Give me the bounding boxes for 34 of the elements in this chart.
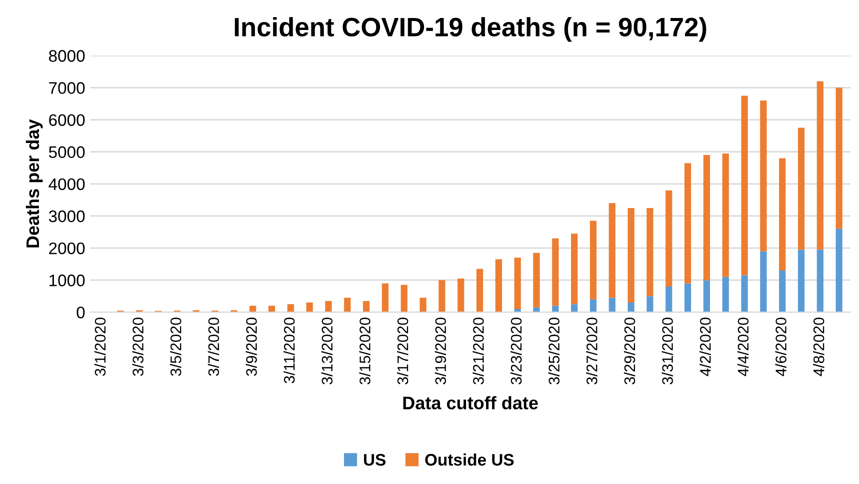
y-tick-label: 7000	[49, 82, 85, 94]
x-tick-label: 4/6/2020	[775, 318, 786, 376]
x-tick-label: 3/31/2020	[662, 318, 673, 384]
x-tick-label: 4/4/2020	[737, 318, 749, 376]
y-tick-label: 3000	[48, 210, 85, 222]
x-tick-label: 3/11/2020	[284, 318, 295, 384]
x-tick-label: 3/1/2020	[94, 318, 106, 376]
y-axis-title: Deaths per day	[26, 119, 43, 248]
x-tick-label: 4/8/2020	[813, 318, 824, 376]
y-tick-label: 1000	[50, 274, 85, 286]
y-tick-label: 5000	[48, 146, 85, 158]
x-tick-label: 4/2/2020	[700, 318, 711, 376]
y-tick-label: 8000	[48, 50, 85, 62]
legend-label: Outside US	[425, 453, 514, 466]
x-tick-label: 3/23/2020	[510, 318, 522, 384]
x-tick-label: 3/13/2020	[321, 318, 333, 384]
x-tick-label: 3/19/2020	[434, 318, 446, 384]
x-tick-label: 3/21/2020	[472, 318, 484, 384]
x-tick-label: 3/3/2020	[132, 318, 144, 376]
x-tick-label: 3/17/2020	[396, 318, 408, 384]
y-tick-label: 2000	[49, 242, 85, 254]
x-axis-title: Data cutoff date	[403, 396, 538, 410]
x-tick-label: 3/9/2020	[246, 318, 257, 376]
x-tick-label: 3/7/2020	[208, 318, 220, 376]
x-tick-label: 3/25/2020	[548, 318, 560, 384]
y-tick-label: 0	[76, 306, 85, 318]
x-tick-label: 3/15/2020	[359, 318, 370, 384]
y-tick-label: 4000	[48, 178, 85, 190]
x-tick-label: 3/5/2020	[170, 318, 182, 376]
x-tick-label: 3/29/2020	[624, 318, 636, 384]
y-tick-label: 6000	[49, 114, 85, 126]
legend-label: US	[364, 454, 386, 466]
chart-title: Incident COVID-19 deaths (n = 90,172)	[234, 17, 706, 42]
x-tick-label: 3/27/2020	[586, 318, 598, 384]
